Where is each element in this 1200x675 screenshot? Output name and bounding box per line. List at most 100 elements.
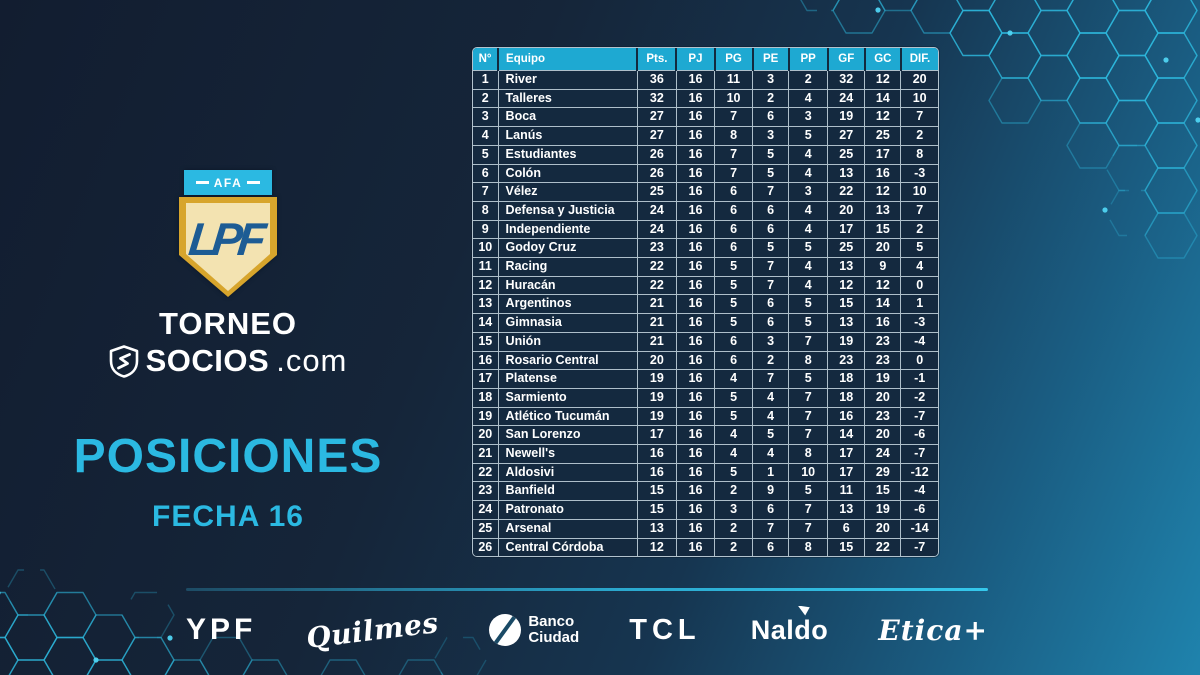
table-row: 25 Arsenal 13 16 2 7 7 6 20 -14 xyxy=(473,519,938,539)
stat-cell: 10 xyxy=(900,89,938,109)
stat-cell: 4 xyxy=(714,369,754,389)
socios-wordmark: SOCIOS .com xyxy=(32,343,424,379)
stat-cell: 4 xyxy=(788,145,829,165)
column-header: Pts. xyxy=(637,48,678,71)
stat-cell: 4 xyxy=(788,276,829,296)
stat-cell: 10 xyxy=(714,89,754,109)
stat-cell: 4 xyxy=(788,89,829,109)
stat-cell: 24 xyxy=(637,201,677,221)
stat-cell: 14 xyxy=(864,294,902,315)
stat-cell: 16 xyxy=(676,276,716,296)
matchday-subtitle: FECHA 16 xyxy=(152,500,304,533)
stat-cell: 4 xyxy=(788,257,829,277)
stat-cell: 25 xyxy=(827,238,866,259)
table-row: 9 Independiente 24 16 6 6 4 17 15 2 xyxy=(473,220,938,240)
rank-cell: 13 xyxy=(473,294,499,315)
naldo-label: Naldo xyxy=(750,614,829,645)
banner-bar-left xyxy=(195,180,209,185)
stat-cell: 20 xyxy=(827,201,866,221)
stat-cell: 12 xyxy=(864,70,902,90)
team-name-cell: Estudiantes xyxy=(498,145,638,165)
rank-cell: 25 xyxy=(473,519,499,539)
stat-cell: 6 xyxy=(714,201,754,221)
stat-cell: 4 xyxy=(788,220,829,240)
table-header-row: N° Equipo Pts. PJ PG PE PP GF GC DIF. xyxy=(473,48,938,71)
table-row: 22 Aldosivi 16 16 5 1 10 17 29 -12 xyxy=(473,463,938,483)
column-header: PJ xyxy=(676,48,716,71)
stat-cell: 11 xyxy=(827,481,866,502)
rank-cell: 14 xyxy=(473,313,499,333)
rank-cell: 12 xyxy=(473,276,499,296)
stat-cell: 13 xyxy=(637,519,677,539)
page-title: POSICIONES xyxy=(73,430,383,483)
banco-line2: Ciudad xyxy=(528,629,580,646)
stat-cell: 7 xyxy=(788,425,829,446)
rank-cell: 6 xyxy=(473,164,499,184)
stat-cell: 7 xyxy=(752,276,790,296)
stat-cell: 16 xyxy=(676,238,716,259)
stat-cell: 5 xyxy=(714,463,754,483)
stat-cell: 13 xyxy=(827,313,866,333)
sponsor-ypf-logo: YPF xyxy=(186,613,257,646)
stat-cell: 1 xyxy=(900,294,938,315)
rank-cell: 15 xyxy=(473,332,499,352)
stat-cell: 2 xyxy=(900,126,938,146)
stat-cell: 16 xyxy=(676,463,716,483)
stat-cell: 20 xyxy=(637,351,677,371)
stat-cell: 20 xyxy=(864,238,902,259)
stat-cell: 6 xyxy=(752,500,790,520)
stat-cell: 5 xyxy=(714,294,754,315)
team-name-cell: Vélez xyxy=(498,182,638,202)
team-name-cell: Patronato xyxy=(498,500,638,520)
stat-cell: 3 xyxy=(788,182,829,202)
stat-cell: 7 xyxy=(900,107,938,128)
rank-cell: 19 xyxy=(473,407,499,427)
stat-cell: -7 xyxy=(900,538,938,557)
rank-cell: 11 xyxy=(473,257,499,277)
stat-cell: -7 xyxy=(900,444,938,464)
rank-cell: 9 xyxy=(473,220,499,240)
rank-cell: 21 xyxy=(473,444,499,464)
rank-cell: 5 xyxy=(473,145,499,165)
stat-cell: 19 xyxy=(827,107,866,128)
stat-cell: 16 xyxy=(676,332,716,352)
stat-cell: 12 xyxy=(864,107,902,128)
stat-cell: 16 xyxy=(676,164,716,184)
stat-cell: 7 xyxy=(714,107,754,128)
stat-cell: 2 xyxy=(714,538,754,557)
stat-cell: 5 xyxy=(752,164,790,184)
stat-cell: 23 xyxy=(637,238,677,259)
stat-cell: 12 xyxy=(864,182,902,202)
stat-cell: 15 xyxy=(637,500,677,520)
stat-cell: 17 xyxy=(827,220,866,240)
table-row: 3 Boca 27 16 7 6 3 19 12 7 xyxy=(473,107,938,128)
stat-cell: 16 xyxy=(676,126,716,146)
stat-cell: 2 xyxy=(788,70,829,90)
socios-com-suffix: .com xyxy=(276,343,348,378)
stat-cell: 15 xyxy=(827,538,866,557)
stat-cell: 6 xyxy=(714,182,754,202)
stat-cell: 23 xyxy=(864,407,902,427)
stat-cell: 5 xyxy=(714,388,754,408)
stat-cell: 5 xyxy=(714,276,754,296)
rank-cell: 8 xyxy=(473,201,499,221)
stat-cell: 16 xyxy=(676,201,716,221)
table-row: 1 River 36 16 11 3 2 32 12 20 xyxy=(473,70,938,90)
stat-cell: 16 xyxy=(637,444,677,464)
stat-cell: 19 xyxy=(827,332,866,352)
table-row: 11 Racing 22 16 5 7 4 13 9 4 xyxy=(473,257,938,277)
stat-cell: 19 xyxy=(637,388,677,408)
table-row: 4 Lanús 27 16 8 3 5 27 25 2 xyxy=(473,126,938,146)
stat-cell: 21 xyxy=(637,294,677,315)
stat-cell: 25 xyxy=(637,182,677,202)
team-name-cell: Unión xyxy=(498,332,638,352)
column-header: N° xyxy=(473,48,500,71)
stat-cell: 16 xyxy=(676,500,716,520)
stat-cell: 20 xyxy=(864,425,902,446)
stat-cell: 16 xyxy=(676,388,716,408)
branding-panel: AFA LPF TORNEO SOCIOS .com POSICIONES FEC… xyxy=(32,170,424,534)
sponsor-bar: YPF Quilmes Banco Ciudad TCL Naldo Etica… xyxy=(186,601,988,659)
lpf-shield-logo: AFA LPF xyxy=(178,170,278,297)
stat-cell: -4 xyxy=(900,481,938,502)
